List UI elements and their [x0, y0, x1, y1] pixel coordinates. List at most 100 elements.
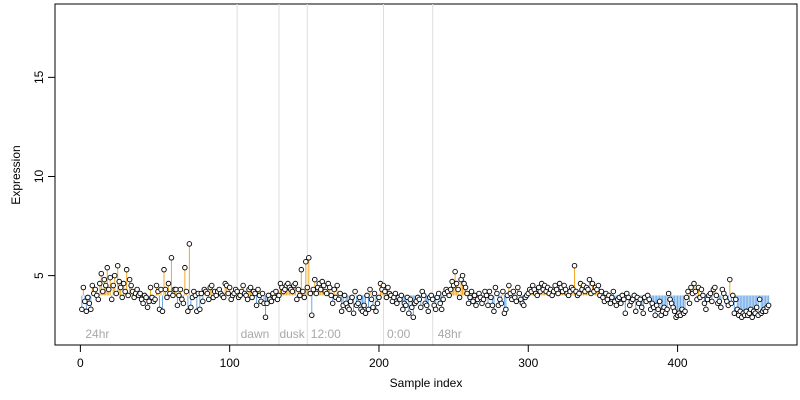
y-tick-label-1: 10	[32, 169, 46, 183]
x-tick-label-3: 300	[518, 356, 538, 370]
data-point-275	[489, 302, 496, 309]
data-point-171	[334, 282, 340, 289]
data-point-253	[456, 294, 463, 301]
data-point-53	[158, 286, 164, 293]
data-point-210	[392, 290, 399, 297]
data-point-229	[421, 292, 427, 299]
data-point-12	[97, 280, 103, 287]
data-point-153	[307, 290, 314, 297]
annotation-label-4: 0:00	[387, 327, 411, 341]
data-point-277	[492, 284, 499, 291]
data-point-84	[204, 290, 211, 297]
data-point-195	[370, 304, 376, 311]
data-point-87	[209, 282, 215, 289]
data-point-29	[122, 288, 128, 295]
data-point-386	[655, 306, 661, 313]
data-point-192	[365, 306, 372, 313]
data-point-57	[164, 294, 170, 301]
data-point-148	[300, 288, 306, 295]
data-point-116	[252, 290, 258, 297]
data-point-145	[295, 286, 302, 293]
data-point-416	[700, 292, 706, 299]
data-point-346	[595, 282, 602, 289]
data-point-292	[515, 284, 521, 291]
y-axis: 5 10 15	[32, 70, 56, 279]
data-point-247	[447, 286, 454, 293]
data-point-3	[83, 308, 90, 315]
data-point-80	[198, 290, 205, 297]
data-point-7	[89, 282, 96, 289]
data-point-371	[633, 308, 639, 315]
data-point-354	[607, 300, 614, 307]
data-point-393	[665, 290, 672, 297]
data-point-258	[464, 290, 470, 297]
data-point-260	[467, 294, 473, 301]
data-point-181	[349, 294, 355, 301]
data-point-197	[373, 308, 379, 315]
data-point-31	[125, 292, 131, 299]
data-point-182	[350, 310, 357, 317]
data-point-17	[104, 264, 111, 271]
data-point-130	[273, 288, 279, 295]
data-point-428	[718, 304, 724, 311]
data-point-348	[598, 288, 605, 295]
data-point-123	[262, 314, 269, 320]
data-point-121	[259, 290, 266, 297]
annotation-label-0: 24hr	[85, 327, 109, 341]
x-tick-label-1: 100	[220, 356, 240, 370]
data-point-169	[331, 286, 337, 293]
data-point-434	[727, 276, 733, 283]
data-point-162	[320, 282, 327, 289]
data-point-43	[143, 294, 149, 301]
data-point-79	[197, 306, 203, 313]
annotation-label-2: dusk	[279, 327, 305, 341]
x-tick-label-4: 400	[668, 356, 688, 370]
x-tick-label-2: 200	[369, 356, 389, 370]
data-point-355	[609, 294, 615, 301]
data-point-147	[298, 266, 305, 273]
data-point-454	[756, 296, 763, 303]
data-point-404	[682, 308, 688, 315]
data-point-259	[465, 300, 472, 307]
data-point-71	[185, 308, 191, 315]
data-point-289	[510, 288, 517, 295]
data-point-251	[453, 280, 460, 287]
data-point-194	[368, 296, 375, 303]
data-point-193	[367, 286, 373, 293]
data-point-415	[698, 286, 705, 293]
data-point-164	[323, 290, 330, 297]
data-point-6	[88, 306, 94, 313]
data-point-239	[435, 290, 442, 297]
y-tick-label-2: 15	[32, 70, 46, 84]
annotation-label-1: dawn	[241, 327, 270, 341]
data-point-58	[165, 280, 172, 287]
data-point-143	[292, 280, 299, 287]
data-point-227	[418, 304, 424, 311]
data-point-20	[108, 296, 115, 303]
data-point-63	[173, 286, 179, 293]
data-point-281	[498, 300, 505, 307]
data-point-167	[328, 292, 334, 299]
data-point-271	[483, 292, 490, 299]
data-point-282	[500, 288, 506, 295]
data-point-65	[176, 292, 182, 299]
data-point-196	[371, 290, 378, 297]
data-point-452	[753, 304, 760, 311]
data-point-25	[116, 278, 122, 285]
data-point-144	[294, 296, 300, 303]
data-point-173	[337, 290, 343, 297]
data-point-152	[306, 255, 312, 261]
x-axis-label: Sample index	[390, 376, 463, 390]
data-point-190	[362, 310, 369, 317]
data-point-252	[455, 286, 461, 293]
data-point-70	[183, 288, 190, 295]
data-point-155	[310, 286, 317, 293]
data-point-427	[716, 298, 723, 305]
data-point-305	[534, 292, 540, 299]
data-point-72	[186, 241, 193, 247]
data-point-358	[613, 302, 620, 309]
data-point-9	[92, 286, 99, 293]
data-point-437	[731, 310, 738, 317]
data-point-168	[329, 300, 336, 307]
data-point-141	[289, 288, 296, 295]
